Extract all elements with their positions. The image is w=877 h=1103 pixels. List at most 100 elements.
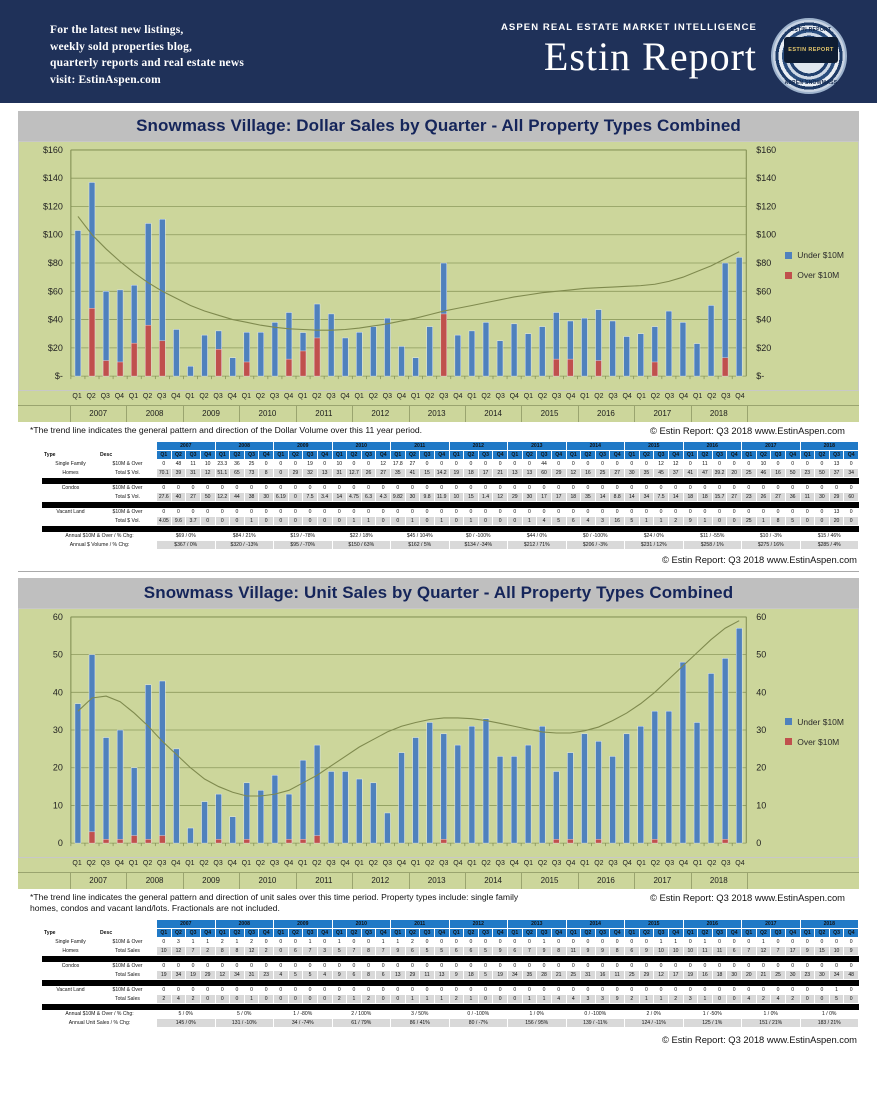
summary-cell: $45 / 104% xyxy=(390,530,450,541)
table-cell: 0 xyxy=(258,993,274,1004)
table-quarter-header: Q3 xyxy=(302,927,318,938)
table-cell: 0 xyxy=(565,482,582,493)
quarter-tick-label: Q3 xyxy=(439,393,449,400)
table-cell: 0 xyxy=(214,993,231,1004)
table-cell: 7.5 xyxy=(302,491,318,502)
quarter-tick-label: Q4 xyxy=(735,393,745,400)
year-tick-label: 2016 xyxy=(597,409,615,418)
summary-label: Annual $10M & Over / % Chg: xyxy=(42,530,157,541)
table-cell: 9 xyxy=(609,993,625,1004)
year-tick-label: 2010 xyxy=(258,409,277,418)
table-cell: 0 xyxy=(755,506,772,517)
quarter-tick-label: Q1 xyxy=(128,393,139,400)
summary-cell: 0 / -100% xyxy=(565,1008,625,1019)
table-cell: 0 xyxy=(214,515,231,526)
quarter-tick-label: Q3 xyxy=(608,859,618,867)
table-cell: 0 xyxy=(273,506,289,517)
table-cell: 0 xyxy=(477,936,494,947)
table-cell: 14.2 xyxy=(433,467,450,478)
table-cell: 0 xyxy=(521,482,538,493)
table-cell: 4 xyxy=(273,969,289,980)
table-cell: 0 xyxy=(536,960,552,971)
table-cell: 40 xyxy=(170,491,187,502)
table-cell: 30 xyxy=(726,969,742,980)
year-tick-label: 2012 xyxy=(371,409,390,418)
table-cell: 4 xyxy=(536,515,552,526)
table-cell: 50 xyxy=(814,467,830,478)
table-quarter-header: Q4 xyxy=(258,927,274,938)
table-quarter-header: Q3 xyxy=(360,927,377,938)
table-year-header: 2009 xyxy=(273,918,333,929)
quarter-tick-label: Q3 xyxy=(269,393,280,400)
table-cell: 0 xyxy=(580,482,596,493)
table-cell: 11 xyxy=(799,491,816,502)
table-cell: 4 xyxy=(550,993,567,1004)
table-cell: 1 xyxy=(638,515,655,526)
summary-cell: $367 / 0% xyxy=(156,539,216,550)
table-cell: 0 xyxy=(302,482,318,493)
table-cell: 29 xyxy=(199,969,216,980)
table-cell: 4 xyxy=(741,993,757,1004)
table-cell: 0 xyxy=(433,482,450,493)
quarter-tick-label: Q4 xyxy=(396,859,407,867)
table-cell: 0 xyxy=(828,960,845,971)
quarter-tick-label: Q4 xyxy=(566,859,576,867)
table-cell: 5 xyxy=(433,945,450,956)
table-cell: 0 xyxy=(784,936,801,947)
table-cell: 0 xyxy=(273,936,289,947)
table-cell: 0 xyxy=(492,482,508,493)
table-year-header: 2015 xyxy=(624,918,684,929)
dollar-sales-svg: $- $- $20 $20 $40 $40 $60 $60 $80 $80 $100 $100 $120… xyxy=(43,145,776,381)
summary-cell: $134 / -34% xyxy=(448,539,508,550)
table-header-spacer xyxy=(42,918,99,929)
table-year-header: 2014 xyxy=(565,440,625,451)
table-cell: 0 xyxy=(521,960,538,971)
table-cell: 12.2 xyxy=(214,491,231,502)
table-cell: 0 xyxy=(199,506,216,517)
table-quarter-header: Q1 xyxy=(214,927,231,938)
table-cell: 0 xyxy=(331,984,348,995)
table-cell: 8 xyxy=(609,945,625,956)
legend-swatch-icon xyxy=(785,718,793,725)
table-cell: 0 xyxy=(185,506,201,517)
table-cell: 0 xyxy=(156,960,172,971)
table-quarter-header: Q4 xyxy=(433,927,450,938)
table-cell: 0 xyxy=(170,960,187,971)
year-tick-label: 2015 xyxy=(540,409,559,418)
table-quarter-header: Q3 xyxy=(536,449,552,460)
quarter-tick-label: Q2 xyxy=(312,393,322,400)
table-year-header-row: 2007 2008 2009 2010 2011 2012 2013 2014 2015 2016… xyxy=(42,918,859,929)
table-cell: 0 xyxy=(243,506,260,517)
table-cell: 28 xyxy=(536,969,552,980)
year-divider xyxy=(464,872,466,889)
table-cell: 1 xyxy=(755,936,772,947)
table-cell: 38 xyxy=(243,491,260,502)
table-cell: 0 xyxy=(536,506,552,517)
table-cell: 0 xyxy=(316,506,333,517)
table-cell: 3 xyxy=(594,993,611,1004)
table-quarter-header: Q3 xyxy=(243,449,260,460)
table-cell: 0 xyxy=(302,984,318,995)
table-quarter-header: Q3 xyxy=(711,449,728,460)
table-quarter-header: Q1 xyxy=(448,449,465,460)
table-col-desc-header: Desc xyxy=(98,449,157,460)
summary-cell: 5 / 0% xyxy=(156,1008,216,1019)
table-quarter-header: Q1 xyxy=(507,927,523,938)
quarter-tick-label: Q2 xyxy=(707,859,717,867)
quarter-tick-label: Q4 xyxy=(678,393,689,400)
table-cell: 0 xyxy=(463,458,479,469)
table-cell: 0 xyxy=(287,960,304,971)
table-cell: 0 xyxy=(404,506,421,517)
table-cell: 0 xyxy=(550,936,567,947)
table-cell: 0 xyxy=(273,515,289,526)
table-cell: 7 xyxy=(521,945,538,956)
table-quarter-header: Q3 xyxy=(653,927,669,938)
summary-cell: 0 / -100% xyxy=(448,1008,508,1019)
table-cell: 0 xyxy=(185,984,201,995)
table-cell: 0 xyxy=(229,506,245,517)
table-cell: 0 xyxy=(316,482,333,493)
table-quarter-header: Q2 xyxy=(697,449,713,460)
header-brand-block: ASPEN REAL ESTATE MARKET INTELLIGENCE Es… xyxy=(501,22,757,79)
table-cell: 1 xyxy=(697,936,713,947)
table-year-header: 2009 xyxy=(273,440,333,451)
